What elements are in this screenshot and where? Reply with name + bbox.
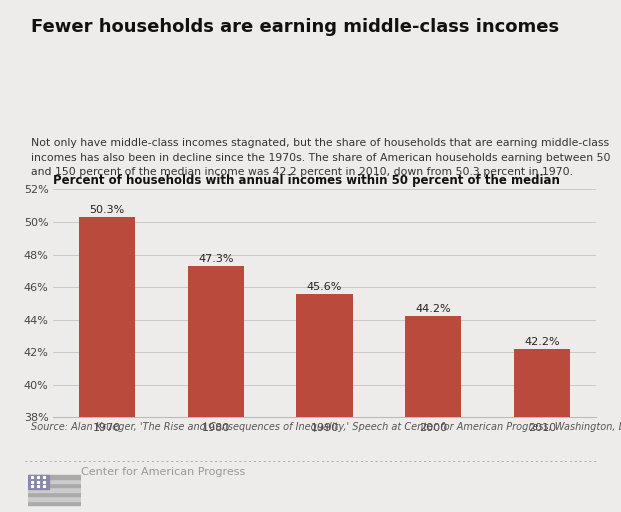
Bar [28,475,49,489]
Bar [28,497,81,501]
Text: 42.2%: 42.2% [524,337,560,347]
Text: Fewer households are earning middle-class incomes: Fewer households are earning middle-clas… [31,18,559,36]
Bar [28,493,81,496]
Bar [296,293,353,417]
Text: Not only have middle-class incomes stagnated, but the share of households that a: Not only have middle-class incomes stagn… [31,138,610,177]
Bar [28,488,81,492]
Bar [405,316,461,417]
Text: Percent of households with annual incomes within 50 percent of the median: Percent of households with annual income… [53,174,560,187]
Text: 45.6%: 45.6% [307,282,342,292]
Bar [514,349,570,417]
Bar [79,217,135,417]
Bar [28,479,81,483]
Text: Source: Alan Krueger, 'The Rise and Consequences of Inequality,' Speech at Cente: Source: Alan Krueger, 'The Rise and Cons… [31,422,621,433]
Text: 44.2%: 44.2% [415,305,451,314]
Bar [188,266,244,417]
Text: Center for American Progress: Center for American Progress [81,467,245,477]
Text: 47.3%: 47.3% [198,254,233,264]
Bar [28,475,81,479]
Bar [28,484,81,487]
Bar [28,502,81,505]
Text: 50.3%: 50.3% [89,205,125,215]
